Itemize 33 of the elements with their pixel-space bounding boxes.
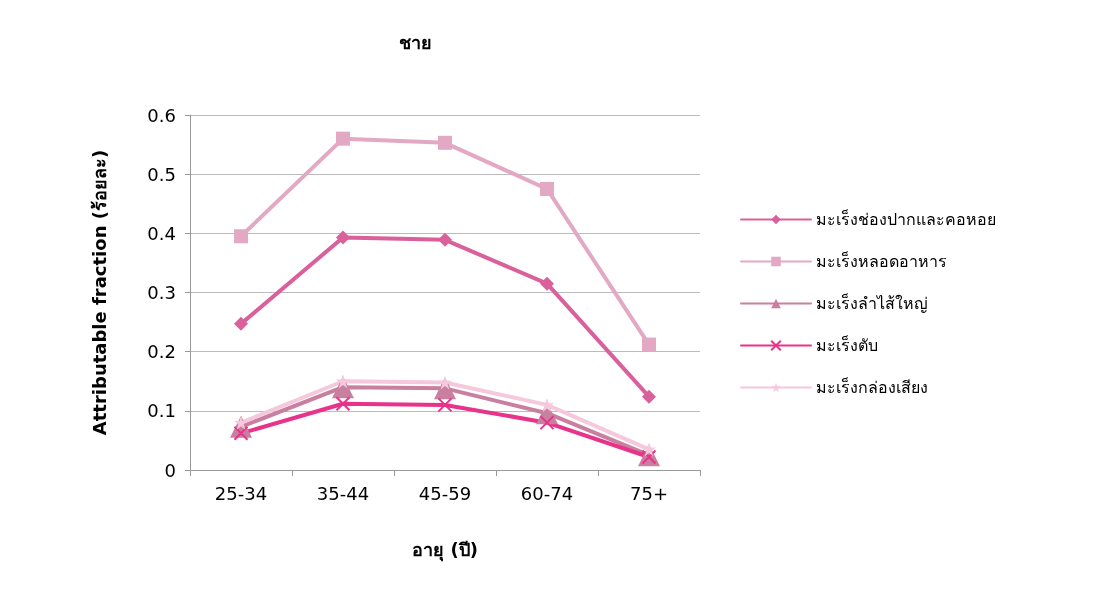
point xyxy=(438,135,452,150)
legend-label: มะเร็งกล่องเสียง xyxy=(816,377,928,397)
point xyxy=(437,397,453,413)
point xyxy=(540,276,554,291)
legend-label: มะเร็งช่องปากและคอหอย xyxy=(816,209,996,229)
x-tick-label: 25-34 xyxy=(214,482,268,504)
y-tick-label: 0.2 xyxy=(147,341,176,363)
point xyxy=(438,232,452,247)
point xyxy=(336,131,350,146)
legend-label: มะเร็งตับ xyxy=(816,335,878,355)
point xyxy=(540,397,554,412)
point xyxy=(335,396,351,412)
y-tick-label: 0.5 xyxy=(147,163,176,185)
x-tick-label: 60-74 xyxy=(520,482,574,504)
point xyxy=(234,316,248,331)
point xyxy=(540,181,554,196)
y-tick-label: 0.6 xyxy=(147,104,176,126)
x-axis-title: อายุ (ปี) xyxy=(412,538,478,562)
point xyxy=(642,389,656,404)
x-tick-label: 75+ xyxy=(630,482,668,504)
point xyxy=(336,230,350,245)
point xyxy=(234,229,248,244)
x-tick-label: 45-59 xyxy=(418,482,472,504)
y-axis-title: Attributable fraction (ร้อยละ) xyxy=(88,149,110,436)
x-tick-label: 35-44 xyxy=(316,482,370,504)
y-tick-label: 0.1 xyxy=(147,400,176,422)
y-tick-label: 0 xyxy=(164,459,176,481)
y-tick-label: 0.3 xyxy=(147,282,176,303)
chart-title: ชาย xyxy=(398,31,432,53)
legend-label: มะเร็งหลอดอาหาร xyxy=(816,251,947,271)
point xyxy=(642,337,656,352)
legend-label: มะเร็งลำไส้ใหญ่ xyxy=(816,293,928,313)
y-tick-label: 0.4 xyxy=(147,222,176,244)
